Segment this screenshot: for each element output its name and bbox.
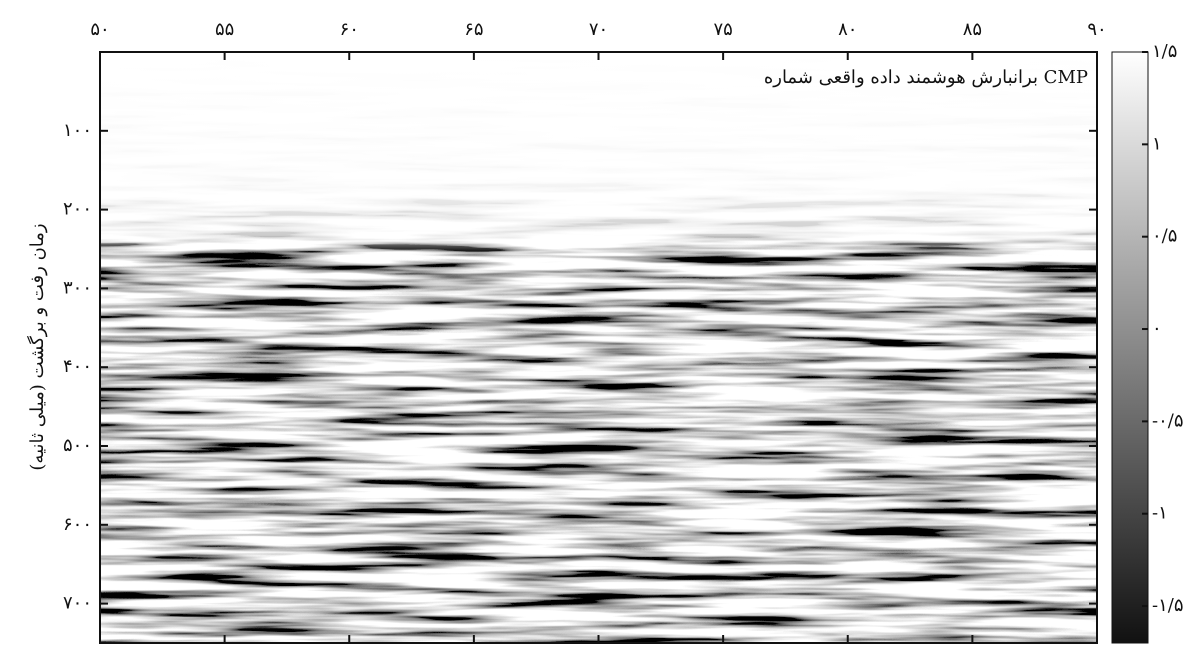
x-tick-label: ۶۵ [464, 19, 483, 40]
x-tick-label: ۸۰ [838, 19, 857, 40]
colorbar-tick-label: -۱ [1152, 503, 1168, 524]
colorbar-tick-label: ۰/۵ [1152, 226, 1177, 247]
seismic-fade [100, 52, 1097, 643]
colorbar-tick-label: -۰/۵ [1152, 410, 1183, 431]
y-tick-label: ۲۰۰ [63, 199, 92, 220]
x-tick-label: ۶۰ [340, 19, 359, 40]
colorbar-tick-label: ۱ [1152, 133, 1162, 154]
y-tick-label: ۱۰۰ [63, 120, 92, 141]
y-tick-label: ۷۰۰ [63, 593, 92, 614]
colorbar-tick-label: ۰ [1152, 318, 1162, 339]
y-tick-label: ۳۰۰ [63, 277, 92, 298]
y-axis-label: زمان رفت و برگشت (میلی ثانیه) [26, 223, 48, 470]
seismic-image [100, 52, 1097, 643]
x-tick-label: ۸۵ [963, 19, 982, 40]
y-tick-label: ۶۰۰ [63, 514, 92, 535]
colorbar-tick-label: -۱/۵ [1152, 595, 1183, 616]
x-tick-label: ۷۰ [589, 19, 608, 40]
colorbar-tick-label: ۱/۵ [1152, 41, 1177, 62]
x-tick-label: ۵۰ [90, 19, 109, 40]
chart-title: برانبارش هوشمند داده واقعی شماره CMP [764, 67, 1088, 88]
y-tick-label: ۵۰۰ [63, 435, 92, 456]
colorbar [1111, 51, 1149, 644]
x-tick-label: ۵۵ [215, 19, 234, 40]
y-tick-label: ۴۰۰ [63, 356, 92, 377]
x-tick-label: ۹۰ [1087, 19, 1106, 40]
x-tick-label: ۷۵ [713, 19, 732, 40]
